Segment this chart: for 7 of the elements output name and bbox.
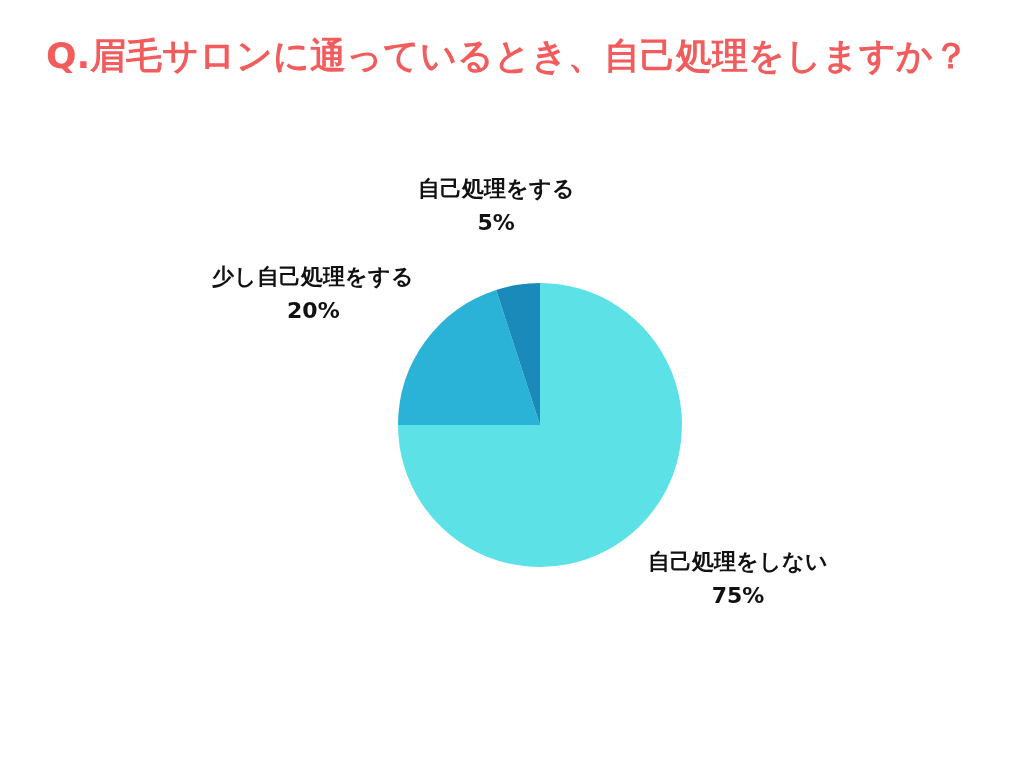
slice-label: 自己処理をする	[417, 176, 575, 202]
slice-label: 自己処理をしない	[648, 549, 829, 575]
chart-title: Q.眉毛サロンに通っているとき、自己処理をしますか？	[46, 34, 971, 78]
data-label: 20%	[287, 298, 340, 324]
data-label: 75%	[711, 583, 765, 609]
slice-label: 少し自己処理をする	[212, 264, 415, 290]
data-label: 5%	[477, 210, 515, 236]
